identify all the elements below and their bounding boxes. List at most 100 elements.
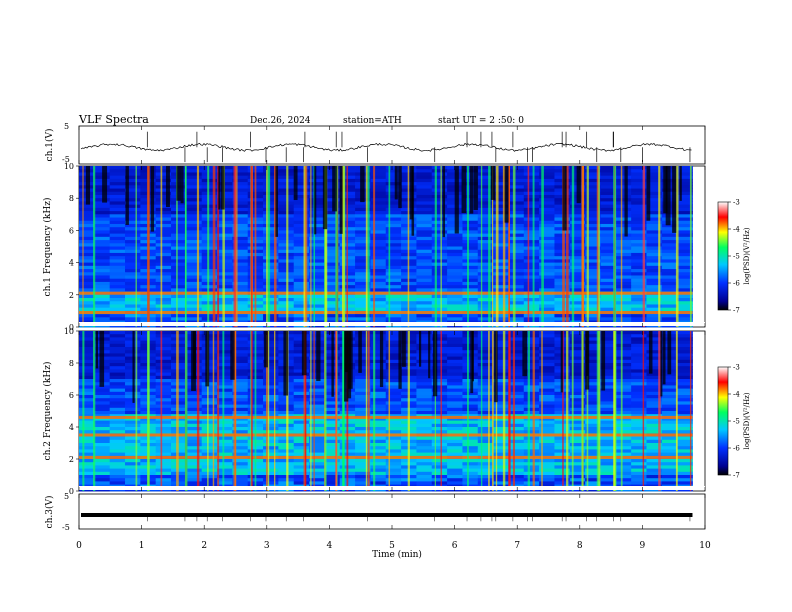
spectrogram-cell <box>615 166 632 170</box>
spectrogram-cell <box>677 382 693 386</box>
spectrogram-cell <box>293 439 310 444</box>
spectrogram-cell <box>201 449 218 453</box>
spectrogram-cell <box>646 395 663 399</box>
colorbar-tick-label: -6 <box>733 280 740 288</box>
spectrogram-cell <box>447 337 463 341</box>
spectrogram-cell <box>569 307 586 312</box>
spectrogram-cell <box>631 227 647 231</box>
spectrogram-cell <box>631 363 647 367</box>
spectrogram-cell <box>94 201 111 206</box>
spectrogram-cell <box>646 430 663 434</box>
spectrogram-cell <box>293 166 310 170</box>
spectrogram-cell <box>79 281 95 286</box>
spectrogram-cell <box>309 198 325 202</box>
spectrogram-cell <box>677 388 693 393</box>
spectrogram-cell <box>370 204 387 209</box>
sferic-streak <box>502 331 506 491</box>
spectrogram-cell <box>186 223 203 228</box>
spectrogram-cell <box>385 449 402 453</box>
signal-gap <box>585 331 590 390</box>
spectrogram-cell <box>79 259 95 263</box>
spectrogram-cell <box>355 452 371 457</box>
spectrogram-cell <box>109 443 126 447</box>
spectrogram-cell <box>232 272 249 276</box>
spectrogram-cell <box>600 217 617 222</box>
spectrogram-cell <box>217 468 233 473</box>
spectrogram-cell <box>569 439 586 444</box>
spectrogram-cell <box>370 188 387 193</box>
spectrogram-cell <box>125 240 141 244</box>
spectrogram-cell <box>447 427 463 431</box>
spectrogram-cell <box>646 201 663 206</box>
spectrogram-cell <box>447 439 463 444</box>
spectrogram-cell <box>493 207 509 212</box>
signal-gap <box>490 166 496 200</box>
spectrogram-cell <box>631 198 647 202</box>
sferic-streak <box>92 166 96 327</box>
spectrogram-cell <box>569 334 586 338</box>
spectrogram-cell <box>355 411 371 415</box>
spectrogram-cell <box>431 262 448 267</box>
spectrogram-cell <box>309 182 325 186</box>
sferic-streak <box>335 331 338 491</box>
spectrogram-cell <box>370 301 387 305</box>
spectrogram-cell <box>431 443 448 447</box>
spectrogram-cell <box>493 233 509 238</box>
spectrogram-cell <box>232 236 249 241</box>
spectrogram-cell <box>370 262 387 267</box>
spectrogram-cell <box>615 211 632 215</box>
spectrogram-cell <box>94 465 111 469</box>
spectrogram-cell <box>309 468 325 473</box>
spectrogram-cell <box>263 249 279 254</box>
spectrogram-cell <box>171 281 187 286</box>
spectrogram-cell <box>539 436 555 441</box>
spectrogram-cell <box>201 395 218 399</box>
spectrogram-cell <box>125 298 141 302</box>
spectrogram-cell <box>171 240 187 244</box>
spectrogram-cell <box>493 281 509 286</box>
spectrogram-cell <box>631 462 647 466</box>
spectrogram-cell <box>431 285 448 289</box>
spectrogram-cell <box>94 471 111 476</box>
spectrogram-cell <box>523 301 540 305</box>
spectrogram-cell <box>462 243 479 247</box>
spectrogram-cell <box>79 391 95 396</box>
spectrogram-cell <box>125 262 141 267</box>
spectrogram-cell <box>309 188 325 193</box>
spectrogram-cell <box>539 281 555 286</box>
spectrogram-cell <box>79 288 95 292</box>
spectrogram-cell <box>646 272 663 276</box>
spectrogram-cell <box>201 211 218 215</box>
spectrogram-cell <box>385 194 402 199</box>
spectrogram-cell <box>309 185 325 189</box>
spectrogram-cell <box>539 372 555 377</box>
spectrogram-cell <box>493 411 509 415</box>
spectrogram-cell <box>646 366 663 370</box>
spectrogram-cell <box>523 350 540 354</box>
spectrogram-cell <box>631 243 647 247</box>
spectrogram-cell <box>600 198 617 202</box>
ch2-spectrogram-image <box>79 331 705 492</box>
spectrogram-cell <box>615 347 632 351</box>
spectrogram-cell <box>431 188 448 193</box>
spectrogram-cell <box>370 230 387 235</box>
spectrogram-cell <box>600 331 617 335</box>
spectrogram-cell <box>508 185 525 189</box>
spectrogram-cell <box>600 265 617 270</box>
spectrogram-cell <box>585 347 601 351</box>
spectrogram-cell <box>263 246 279 251</box>
spectrogram-cell <box>293 468 310 473</box>
spectrogram-cell <box>263 481 279 485</box>
spectrogram-cell <box>462 272 479 276</box>
sferic-streak <box>566 331 569 491</box>
spectrogram-cell <box>94 249 111 254</box>
spectrogram-cell <box>171 398 187 402</box>
spectrogram-cell <box>79 285 95 289</box>
spectrogram-cell <box>385 407 402 412</box>
spectrogram-cell <box>585 340 601 345</box>
spectrogram-cell <box>217 388 233 393</box>
spectrogram-cell <box>646 411 663 415</box>
spectrogram-cell <box>385 166 402 170</box>
spectrogram-cell <box>263 172 279 177</box>
spectrogram-cell <box>569 243 586 247</box>
